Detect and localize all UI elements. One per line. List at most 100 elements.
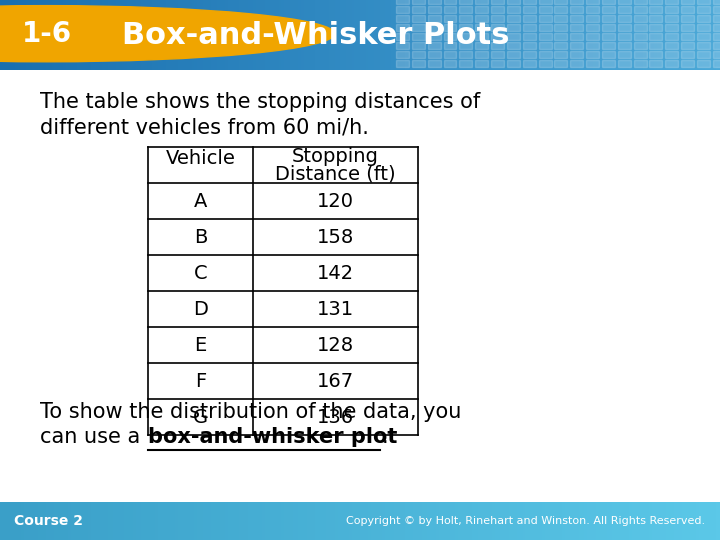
Bar — [618, 0, 631, 3]
Text: Stopping: Stopping — [292, 147, 379, 166]
Bar — [507, 33, 520, 40]
Bar — [586, 33, 599, 40]
Bar — [602, 51, 615, 58]
Bar — [570, 24, 583, 31]
Bar — [681, 42, 694, 49]
Bar — [428, 0, 441, 3]
Bar — [649, 0, 662, 3]
Bar — [713, 15, 720, 22]
Bar — [444, 15, 456, 22]
Bar — [634, 42, 647, 49]
Bar — [697, 42, 710, 49]
Bar — [412, 33, 425, 40]
Bar — [649, 33, 662, 40]
Bar — [459, 51, 472, 58]
Bar — [412, 0, 425, 3]
Bar — [681, 24, 694, 31]
Bar — [602, 5, 615, 12]
Bar — [618, 15, 631, 22]
Bar — [459, 33, 472, 40]
Bar — [586, 0, 599, 3]
Bar — [523, 0, 536, 3]
Text: 1-6: 1-6 — [22, 19, 72, 48]
Bar — [665, 33, 678, 40]
Bar — [539, 15, 552, 22]
Bar — [475, 15, 488, 22]
Bar — [475, 33, 488, 40]
Bar — [507, 24, 520, 31]
Bar — [602, 15, 615, 22]
Text: Course 2: Course 2 — [14, 514, 84, 528]
Bar — [539, 24, 552, 31]
Bar — [444, 60, 456, 68]
Text: 131: 131 — [317, 300, 354, 319]
Bar — [523, 60, 536, 68]
Bar — [634, 24, 647, 31]
Bar — [554, 33, 567, 40]
Bar — [697, 0, 710, 3]
Bar — [665, 42, 678, 49]
Bar — [491, 0, 504, 3]
Bar — [570, 42, 583, 49]
Bar — [491, 51, 504, 58]
Bar — [523, 15, 536, 22]
Bar — [539, 51, 552, 58]
Bar — [649, 51, 662, 58]
Bar — [697, 51, 710, 58]
Bar — [554, 0, 567, 3]
Text: Vehicle: Vehicle — [166, 148, 235, 168]
Text: can use a: can use a — [40, 427, 147, 447]
Text: B: B — [194, 228, 207, 247]
Bar — [428, 60, 441, 68]
Bar — [444, 42, 456, 49]
Text: different vehicles from 60 mi/h.: different vehicles from 60 mi/h. — [40, 117, 369, 137]
Bar — [665, 24, 678, 31]
Text: Copyright © by Holt, Rinehart and Winston. All Rights Reserved.: Copyright © by Holt, Rinehart and Winsto… — [346, 516, 706, 526]
Bar — [681, 51, 694, 58]
Bar — [697, 24, 710, 31]
Bar — [475, 51, 488, 58]
Text: box-and-whisker plot: box-and-whisker plot — [148, 427, 397, 447]
Bar — [697, 5, 710, 12]
Text: A: A — [194, 192, 207, 211]
Bar — [665, 5, 678, 12]
Bar — [396, 60, 409, 68]
Bar — [586, 51, 599, 58]
Bar — [634, 51, 647, 58]
Bar — [459, 0, 472, 3]
Bar — [412, 42, 425, 49]
Bar — [475, 42, 488, 49]
Bar — [649, 42, 662, 49]
Bar — [539, 60, 552, 68]
Text: .: . — [382, 427, 389, 447]
Bar — [634, 60, 647, 68]
Bar — [507, 51, 520, 58]
Text: The table shows the stopping distances of: The table shows the stopping distances o… — [40, 92, 480, 112]
Bar — [554, 42, 567, 49]
Bar — [681, 0, 694, 3]
Bar — [412, 51, 425, 58]
Bar — [570, 5, 583, 12]
Bar — [618, 60, 631, 68]
Bar — [523, 42, 536, 49]
Bar — [634, 33, 647, 40]
Bar — [586, 5, 599, 12]
Bar — [713, 5, 720, 12]
Bar — [681, 15, 694, 22]
Bar — [491, 60, 504, 68]
Bar — [523, 5, 536, 12]
Text: D: D — [193, 300, 208, 319]
Bar — [412, 24, 425, 31]
Bar — [539, 33, 552, 40]
Bar — [586, 60, 599, 68]
Bar — [618, 24, 631, 31]
Text: F: F — [195, 372, 206, 391]
Bar — [444, 24, 456, 31]
Bar — [428, 15, 441, 22]
Bar — [396, 15, 409, 22]
Bar — [602, 60, 615, 68]
Text: 120: 120 — [317, 192, 354, 211]
Bar — [539, 5, 552, 12]
Bar — [523, 51, 536, 58]
Bar — [586, 15, 599, 22]
